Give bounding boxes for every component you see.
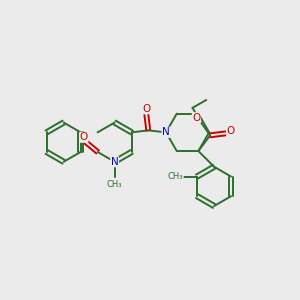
Text: O: O xyxy=(142,104,151,114)
Text: CH₃: CH₃ xyxy=(107,180,122,189)
Text: CH₃: CH₃ xyxy=(168,172,183,181)
Text: O: O xyxy=(226,126,235,136)
Text: O: O xyxy=(80,132,88,142)
Text: N: N xyxy=(162,127,170,137)
Text: O: O xyxy=(192,113,200,123)
Text: N: N xyxy=(111,157,119,167)
